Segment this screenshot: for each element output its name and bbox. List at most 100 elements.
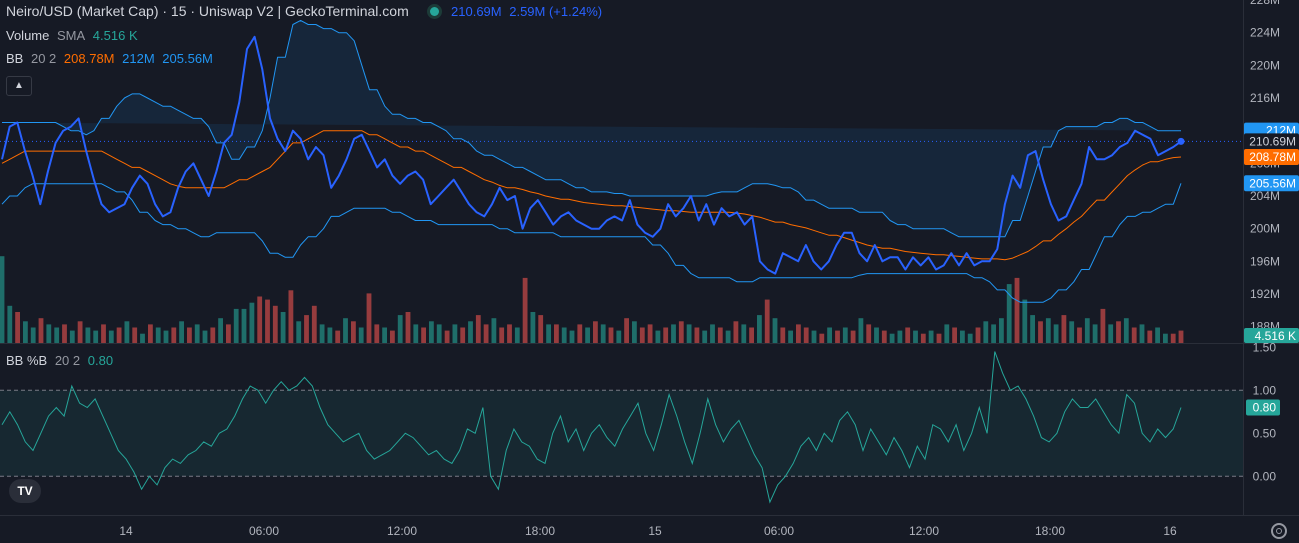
bb-basis-line	[1, 130, 1182, 261]
volume-bar	[475, 315, 481, 343]
volume-bar	[803, 327, 809, 343]
chevron-up-icon: ▲	[14, 80, 24, 91]
bbp-value: 0.80	[87, 353, 114, 368]
volume-bar	[764, 299, 770, 343]
volume-bar	[280, 312, 286, 343]
price-axis-label: 205.56M	[1249, 176, 1296, 190]
volume-bar	[311, 305, 317, 343]
volume-bar	[554, 324, 559, 343]
live-dot-icon	[430, 7, 440, 16]
volume-bar	[1163, 333, 1168, 343]
volume-bar	[866, 324, 872, 343]
volume-bar	[920, 333, 926, 343]
volume-bar	[288, 290, 294, 343]
volume-bar	[1092, 324, 1098, 343]
volume-bar	[1123, 318, 1129, 343]
volume-bar	[124, 321, 130, 343]
volume-bar	[483, 324, 489, 343]
volume-bar	[757, 315, 762, 343]
volume-bar	[999, 318, 1004, 343]
volume-bar	[522, 277, 528, 343]
volume-bar	[233, 308, 239, 343]
volume-bar	[1030, 315, 1035, 343]
volume-bar	[23, 321, 28, 343]
volume-axis-label: 4.516 K	[1255, 329, 1296, 343]
volume-bar	[257, 296, 263, 343]
volume-bar	[272, 305, 278, 343]
volume-bar	[663, 327, 669, 343]
price-axis-tick: 204M	[1250, 189, 1280, 203]
volume-bar	[975, 327, 981, 343]
volume-bar	[460, 327, 466, 343]
volume-bar	[600, 324, 606, 343]
volume-bar	[226, 324, 231, 343]
volume-bar	[616, 330, 622, 343]
volume-bar	[1014, 277, 1020, 343]
volume-bar	[733, 321, 739, 343]
volume-label: Volume	[6, 28, 50, 43]
volume-bar	[413, 324, 419, 343]
volume-bar	[569, 330, 575, 343]
volume-bar	[608, 327, 614, 343]
volume-bar	[546, 324, 551, 343]
volume-bar	[577, 324, 583, 343]
volume-bar	[468, 321, 473, 343]
volume-legend[interactable]: Volume SMA 4.516 K	[6, 28, 142, 43]
time-axis-tick: 16	[1163, 524, 1177, 538]
volume-bar	[960, 330, 965, 343]
volume-bar	[491, 318, 497, 343]
volume-bar	[1108, 324, 1114, 343]
bb-basis-value: 208.78M	[63, 51, 115, 66]
volume-bar	[179, 321, 184, 343]
volume-bar	[351, 321, 356, 343]
bbp-axis-tick: 0.00	[1253, 469, 1277, 483]
volume-bar	[421, 327, 426, 343]
volume-bar	[796, 324, 801, 343]
volume-bar	[499, 327, 505, 343]
bbp-axis-label: 0.80	[1253, 401, 1277, 415]
volume-bar	[429, 321, 434, 343]
bb-legend[interactable]: BB 20 2 208.78M 212M 205.56M	[6, 51, 217, 66]
collapse-legend-button[interactable]: ▲	[6, 76, 32, 96]
volume-bar	[390, 330, 395, 343]
tradingview-logo-icon[interactable]: TV	[9, 479, 41, 503]
volume-bar	[717, 327, 723, 343]
gear-icon[interactable]	[1271, 523, 1287, 539]
volume-bar	[304, 315, 309, 343]
volume-bar	[1084, 318, 1090, 343]
volume-bar	[967, 333, 973, 343]
bbp-line	[1, 351, 1182, 504]
volume-bar	[163, 330, 169, 343]
price-axis-label-bg	[1244, 175, 1299, 192]
volume-bar	[249, 302, 255, 343]
volume-bar	[811, 330, 817, 343]
volume-bar	[944, 324, 950, 343]
volume-bar	[444, 330, 450, 343]
volume-bar	[1155, 327, 1160, 343]
chart-title[interactable]: Neiro/USD (Market Cap) · 15 · Uniswap V2…	[6, 3, 409, 19]
time-axis-tick: 18:00	[525, 524, 555, 538]
volume-bar	[54, 327, 60, 343]
price-axis-tick: 228M	[1250, 0, 1280, 7]
bbp-legend[interactable]: BB %B 20 2 0.80	[6, 353, 117, 368]
volume-bar	[265, 299, 270, 343]
bbp-label: BB %B	[6, 353, 48, 368]
volume-bar	[1022, 299, 1028, 343]
volume-bar	[928, 330, 934, 343]
volume-bar	[77, 321, 83, 343]
volume-bar	[952, 327, 957, 343]
volume-bar	[897, 330, 903, 343]
volume-bar	[1139, 324, 1145, 343]
volume-bar	[850, 330, 856, 343]
volume-bar	[624, 318, 629, 343]
bbp-axis-tick: 1.00	[1253, 383, 1277, 397]
time-axis-tick: 15	[648, 524, 662, 538]
volume-bar	[1170, 333, 1176, 343]
volume-bar	[788, 330, 793, 343]
time-axis-tick: 12:00	[387, 524, 417, 538]
volume-bar	[327, 327, 333, 343]
volume-bar	[1061, 315, 1067, 343]
volume-sma-label: SMA	[57, 28, 86, 43]
price-value: 210.69M	[451, 4, 502, 19]
